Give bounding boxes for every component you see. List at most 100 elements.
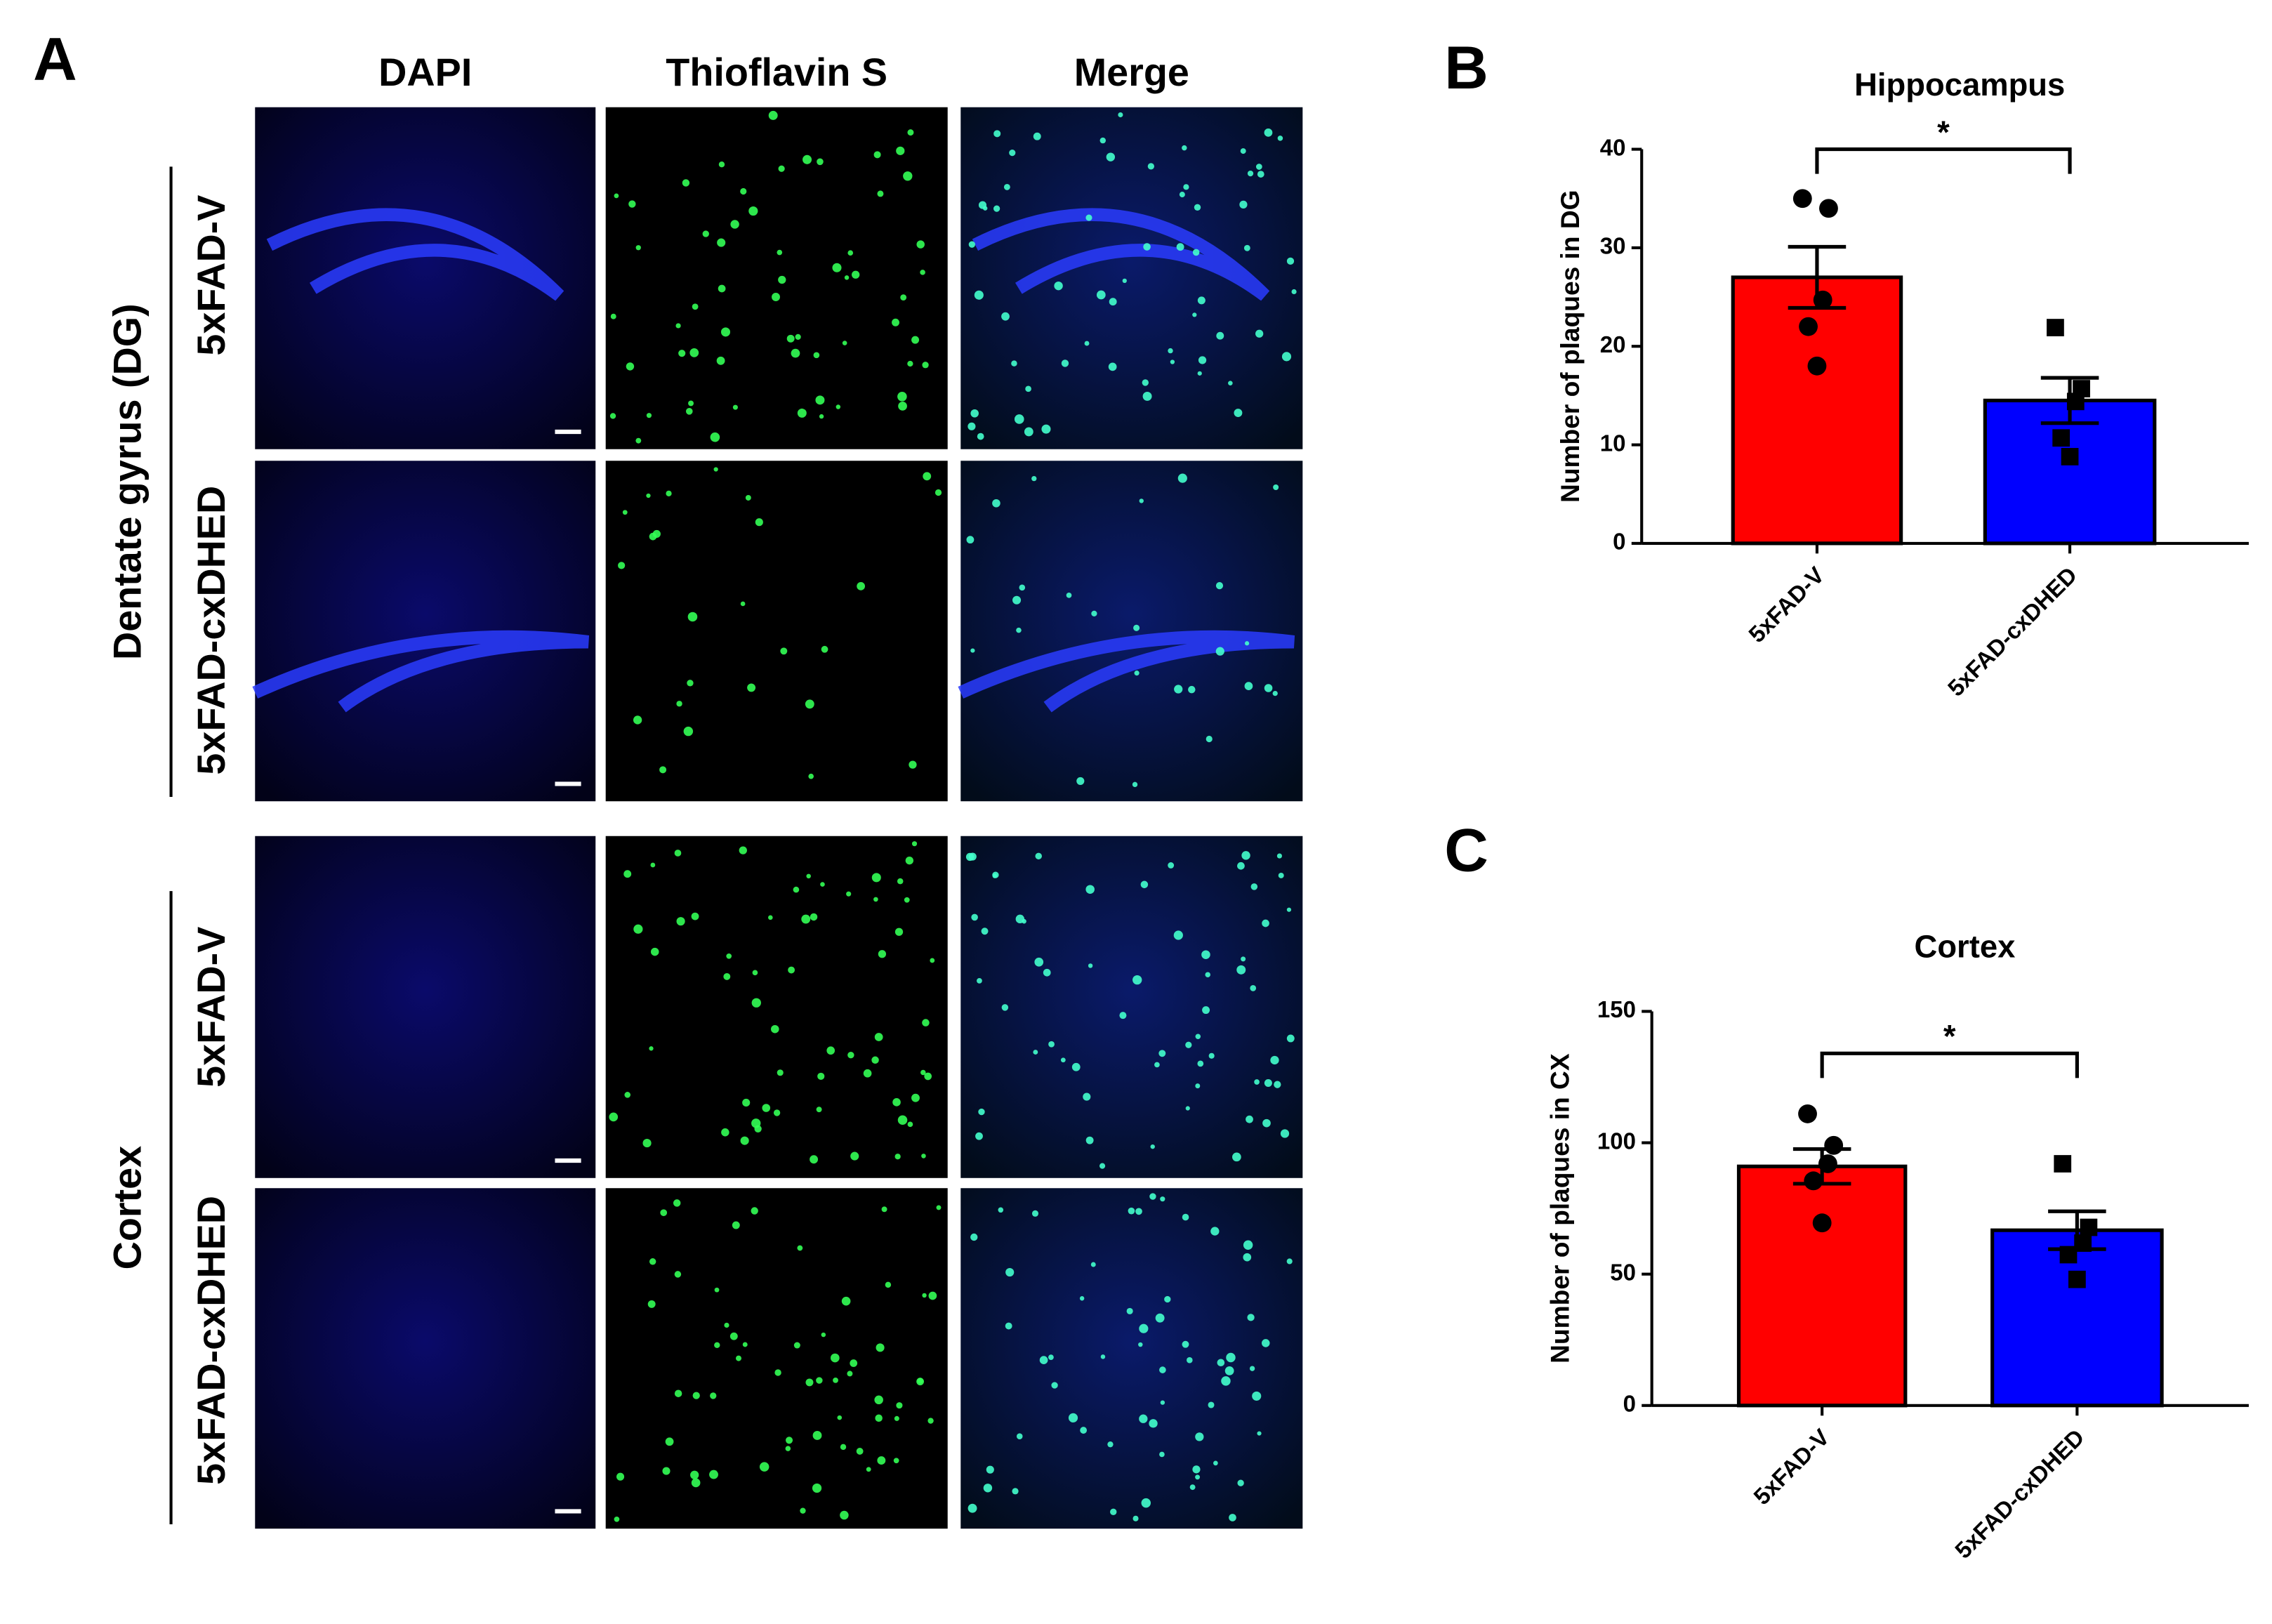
plaque-spot (894, 1154, 901, 1160)
plaque-spot (923, 472, 932, 481)
plaque-spot (1080, 1427, 1088, 1434)
plaque-spot (1174, 685, 1183, 694)
micrograph (960, 1188, 1303, 1529)
plaque-spot (1015, 914, 1025, 924)
plaque-spot (768, 110, 778, 120)
plaque-spot (1286, 257, 1295, 265)
plaque-spot (788, 966, 795, 974)
plaque-spot (1208, 1401, 1215, 1408)
plaque-spot (1182, 1340, 1189, 1348)
plaque-spot (909, 760, 917, 769)
plaque-spot (674, 1389, 682, 1397)
plaque-spot (813, 352, 820, 359)
plaque-spot (805, 699, 814, 709)
bar (1736, 1164, 1908, 1408)
plaque-spot (820, 882, 825, 887)
plaque-spot (1139, 1323, 1149, 1333)
plaque-spot (892, 318, 899, 326)
plaque-spot (968, 241, 975, 248)
plaque-spot (1188, 685, 1196, 694)
plaque-spot (878, 950, 887, 958)
plaque-spot (1195, 1474, 1201, 1480)
plaque-spot (1236, 965, 1246, 975)
micrograph (605, 1188, 948, 1529)
plaque-spot (1139, 1414, 1148, 1423)
plaque-spot (1270, 1055, 1279, 1065)
plaque-spot (1147, 163, 1155, 170)
plaque-spot (675, 323, 681, 329)
plaque-spot (691, 912, 699, 920)
plaque-spot (1206, 735, 1213, 743)
plaque-spot (1139, 499, 1144, 503)
plaque-spot (1133, 624, 1140, 631)
micrograph (960, 836, 1303, 1178)
plaque-spot (1168, 862, 1175, 869)
plaque-spot (1035, 852, 1042, 860)
plaque-spot (922, 1019, 930, 1026)
plaque-spot (981, 927, 989, 935)
plaque-spot (847, 1052, 854, 1059)
plaque-spot (1257, 1431, 1262, 1436)
plaque-spot (1202, 1006, 1210, 1015)
plaque-spot (635, 245, 641, 251)
plaque-spot (633, 715, 642, 725)
plaque-spot (660, 1209, 668, 1217)
plaque-spot (922, 362, 929, 369)
plaque-spot (1262, 1118, 1271, 1128)
plaque-spot (1085, 1136, 1094, 1144)
plaque-spot (778, 165, 785, 172)
plaque-spot (740, 187, 747, 195)
plaque-spot (1217, 1359, 1225, 1367)
plaque-spot (894, 927, 904, 936)
plaque-spot (1071, 1062, 1081, 1071)
column-header: DAPI (378, 51, 472, 94)
data-point (1812, 1213, 1832, 1233)
plaque-spot (1011, 360, 1017, 367)
plaque-spot (714, 1287, 720, 1293)
plaque-spot (1281, 352, 1292, 362)
plaque-spot (1274, 1081, 1281, 1088)
plaque-spot (777, 1069, 784, 1076)
plaque-spot (740, 601, 746, 607)
plaque-spot (1140, 880, 1149, 889)
plaque-spot (1025, 385, 1031, 392)
plaque-spot (1241, 956, 1246, 962)
plaque-spot (842, 341, 847, 345)
group-label: Dentate gyrus (DG) (106, 303, 150, 660)
plaque-spot (673, 1199, 681, 1207)
plaque-spot (934, 489, 942, 496)
plaque-spot (1159, 1366, 1166, 1373)
plaque-spot (1250, 883, 1258, 890)
plaque-spot (650, 862, 656, 868)
plaque-spot (614, 1516, 620, 1522)
plaque-spot (816, 1107, 822, 1113)
plaque-spot (748, 206, 758, 216)
plaque-spot (649, 1258, 656, 1265)
plaque-spot (1118, 112, 1123, 118)
bar (1731, 275, 1903, 546)
plaque-spot (1106, 152, 1116, 161)
plaque-spot (1084, 341, 1090, 346)
plaque-spot (649, 532, 657, 541)
plaque-spot (896, 1402, 903, 1409)
plaque-spot (907, 1121, 913, 1128)
plaque-spot (721, 1128, 729, 1137)
plaque-spot (1039, 1356, 1048, 1365)
plaque-spot (726, 953, 732, 959)
plaque-spot (687, 612, 698, 622)
plaque-spot (751, 998, 761, 1008)
row-label: 5xFAD-V (190, 927, 233, 1088)
tissue-band (972, 208, 1270, 301)
plaque-spot (729, 1332, 738, 1340)
plaque-spot (692, 303, 699, 310)
plaque-spot (1154, 1062, 1160, 1068)
plaque-spot (983, 1484, 993, 1493)
plaque-spot (740, 1136, 749, 1145)
significance-label: * (1937, 114, 1950, 150)
plaque-spot (874, 1033, 883, 1041)
plaque-spot (773, 1109, 781, 1116)
plaque-spot (1243, 1253, 1252, 1262)
plaque-spot (647, 1300, 656, 1308)
plaque-spot (1100, 1354, 1106, 1359)
